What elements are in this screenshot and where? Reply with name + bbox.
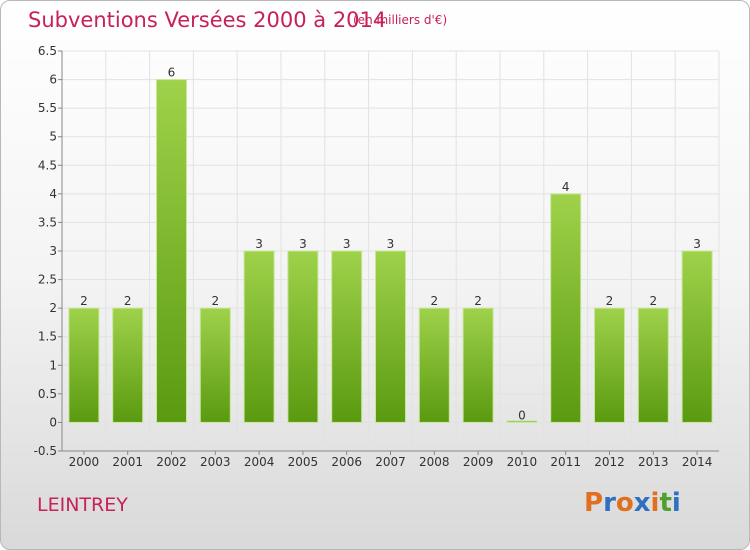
x-tick-label: 2010 [507, 455, 538, 469]
logo-letter: t [659, 488, 672, 518]
x-tick-label: 2012 [594, 455, 625, 469]
bar-2001 [112, 307, 144, 423]
x-tick-label: 2000 [69, 455, 100, 469]
bar-2011 [550, 193, 582, 423]
value-label-2013: 2 [649, 294, 657, 308]
value-label-2009: 2 [474, 294, 482, 308]
x-tick-label: 2001 [112, 455, 143, 469]
x-tick-label: 2007 [375, 455, 406, 469]
x-tick-label: 2003 [200, 455, 231, 469]
value-label-2004: 3 [255, 237, 263, 251]
x-tick-label: 2002 [156, 455, 187, 469]
value-label-2006: 3 [343, 237, 351, 251]
logo-letter: x [633, 488, 651, 518]
value-label-2003: 2 [211, 294, 219, 308]
value-label-2010: 0 [518, 408, 526, 422]
logo-letter: r [603, 488, 616, 518]
y-tick-label: 2 [49, 301, 57, 315]
x-tick-label: 2009 [463, 455, 494, 469]
chart-title: Subventions Versées 2000 à 2014 [28, 8, 387, 32]
data-labels: 2 2 6 2 3 3 3 3 2 2 0 4 2 2 3 [80, 66, 701, 423]
y-tick-label: 1.5 [38, 330, 57, 344]
bar-2004 [243, 250, 275, 423]
bars [68, 79, 713, 423]
value-label-2000: 2 [80, 294, 88, 308]
proxiti-logo: Proxiti [584, 488, 681, 518]
value-label-2008: 2 [430, 294, 438, 308]
y-tick-label: 3 [49, 244, 57, 258]
x-tick-label: 2011 [550, 455, 581, 469]
x-axis: 2000 2001 2002 2003 2004 2005 2006 2007 2008 2009… [62, 450, 719, 469]
x-tick-label: 2008 [419, 455, 450, 469]
value-label-2007: 3 [387, 237, 395, 251]
y-tick-label: 2.5 [38, 273, 57, 287]
logo-letter: P [584, 488, 604, 518]
bar-2012 [594, 307, 625, 423]
y-tick-label: 0.5 [38, 387, 57, 401]
y-tick-label: 5 [49, 130, 57, 144]
value-label-2011: 4 [562, 180, 570, 194]
value-label-2002: 6 [168, 66, 176, 80]
bar-2008 [418, 307, 450, 423]
y-axis: -0.5 0 0.5 1 1.5 2 2.5 3 3.5 4 4.5 5 5.5 6 6.5 [34, 44, 63, 458]
bar-2003 [199, 307, 231, 423]
chart-subtitle: (en milliers d'€) [353, 13, 448, 27]
x-tick-label: 2004 [244, 455, 275, 469]
logo-letter: i [671, 488, 681, 518]
bar-2007 [375, 250, 406, 423]
bar-2010 [506, 420, 538, 423]
bar-2006 [331, 250, 363, 423]
bar-2002 [156, 79, 187, 423]
value-label-2005: 3 [299, 237, 307, 251]
x-tick-label: 2006 [331, 455, 362, 469]
y-tick-label: 4 [49, 187, 57, 201]
value-label-2012: 2 [606, 294, 614, 308]
x-tick-label: 2014 [682, 455, 713, 469]
bar-2000 [68, 307, 100, 423]
y-tick-label: 6.5 [38, 44, 57, 58]
logo-letter: i [650, 488, 660, 518]
value-label-2014: 3 [693, 237, 701, 251]
y-tick-label: 3.5 [38, 215, 57, 229]
x-tick-label: 2005 [288, 455, 319, 469]
x-tick-label: 2013 [638, 455, 669, 469]
y-tick-label: 4.5 [38, 158, 57, 172]
logo-letter: o [615, 488, 634, 518]
bar-2013 [637, 307, 669, 423]
y-tick-label: 6 [49, 73, 57, 87]
bar-2005 [287, 250, 319, 423]
y-tick-label: 0 [49, 415, 57, 429]
value-label-2001: 2 [124, 294, 132, 308]
bar-2014 [681, 250, 713, 423]
bar-2009 [462, 307, 494, 423]
y-tick-label: 1 [49, 358, 57, 372]
y-tick-label: -0.5 [34, 444, 57, 458]
place-name: LEINTREY [37, 494, 128, 516]
y-tick-label: 5.5 [38, 101, 57, 115]
